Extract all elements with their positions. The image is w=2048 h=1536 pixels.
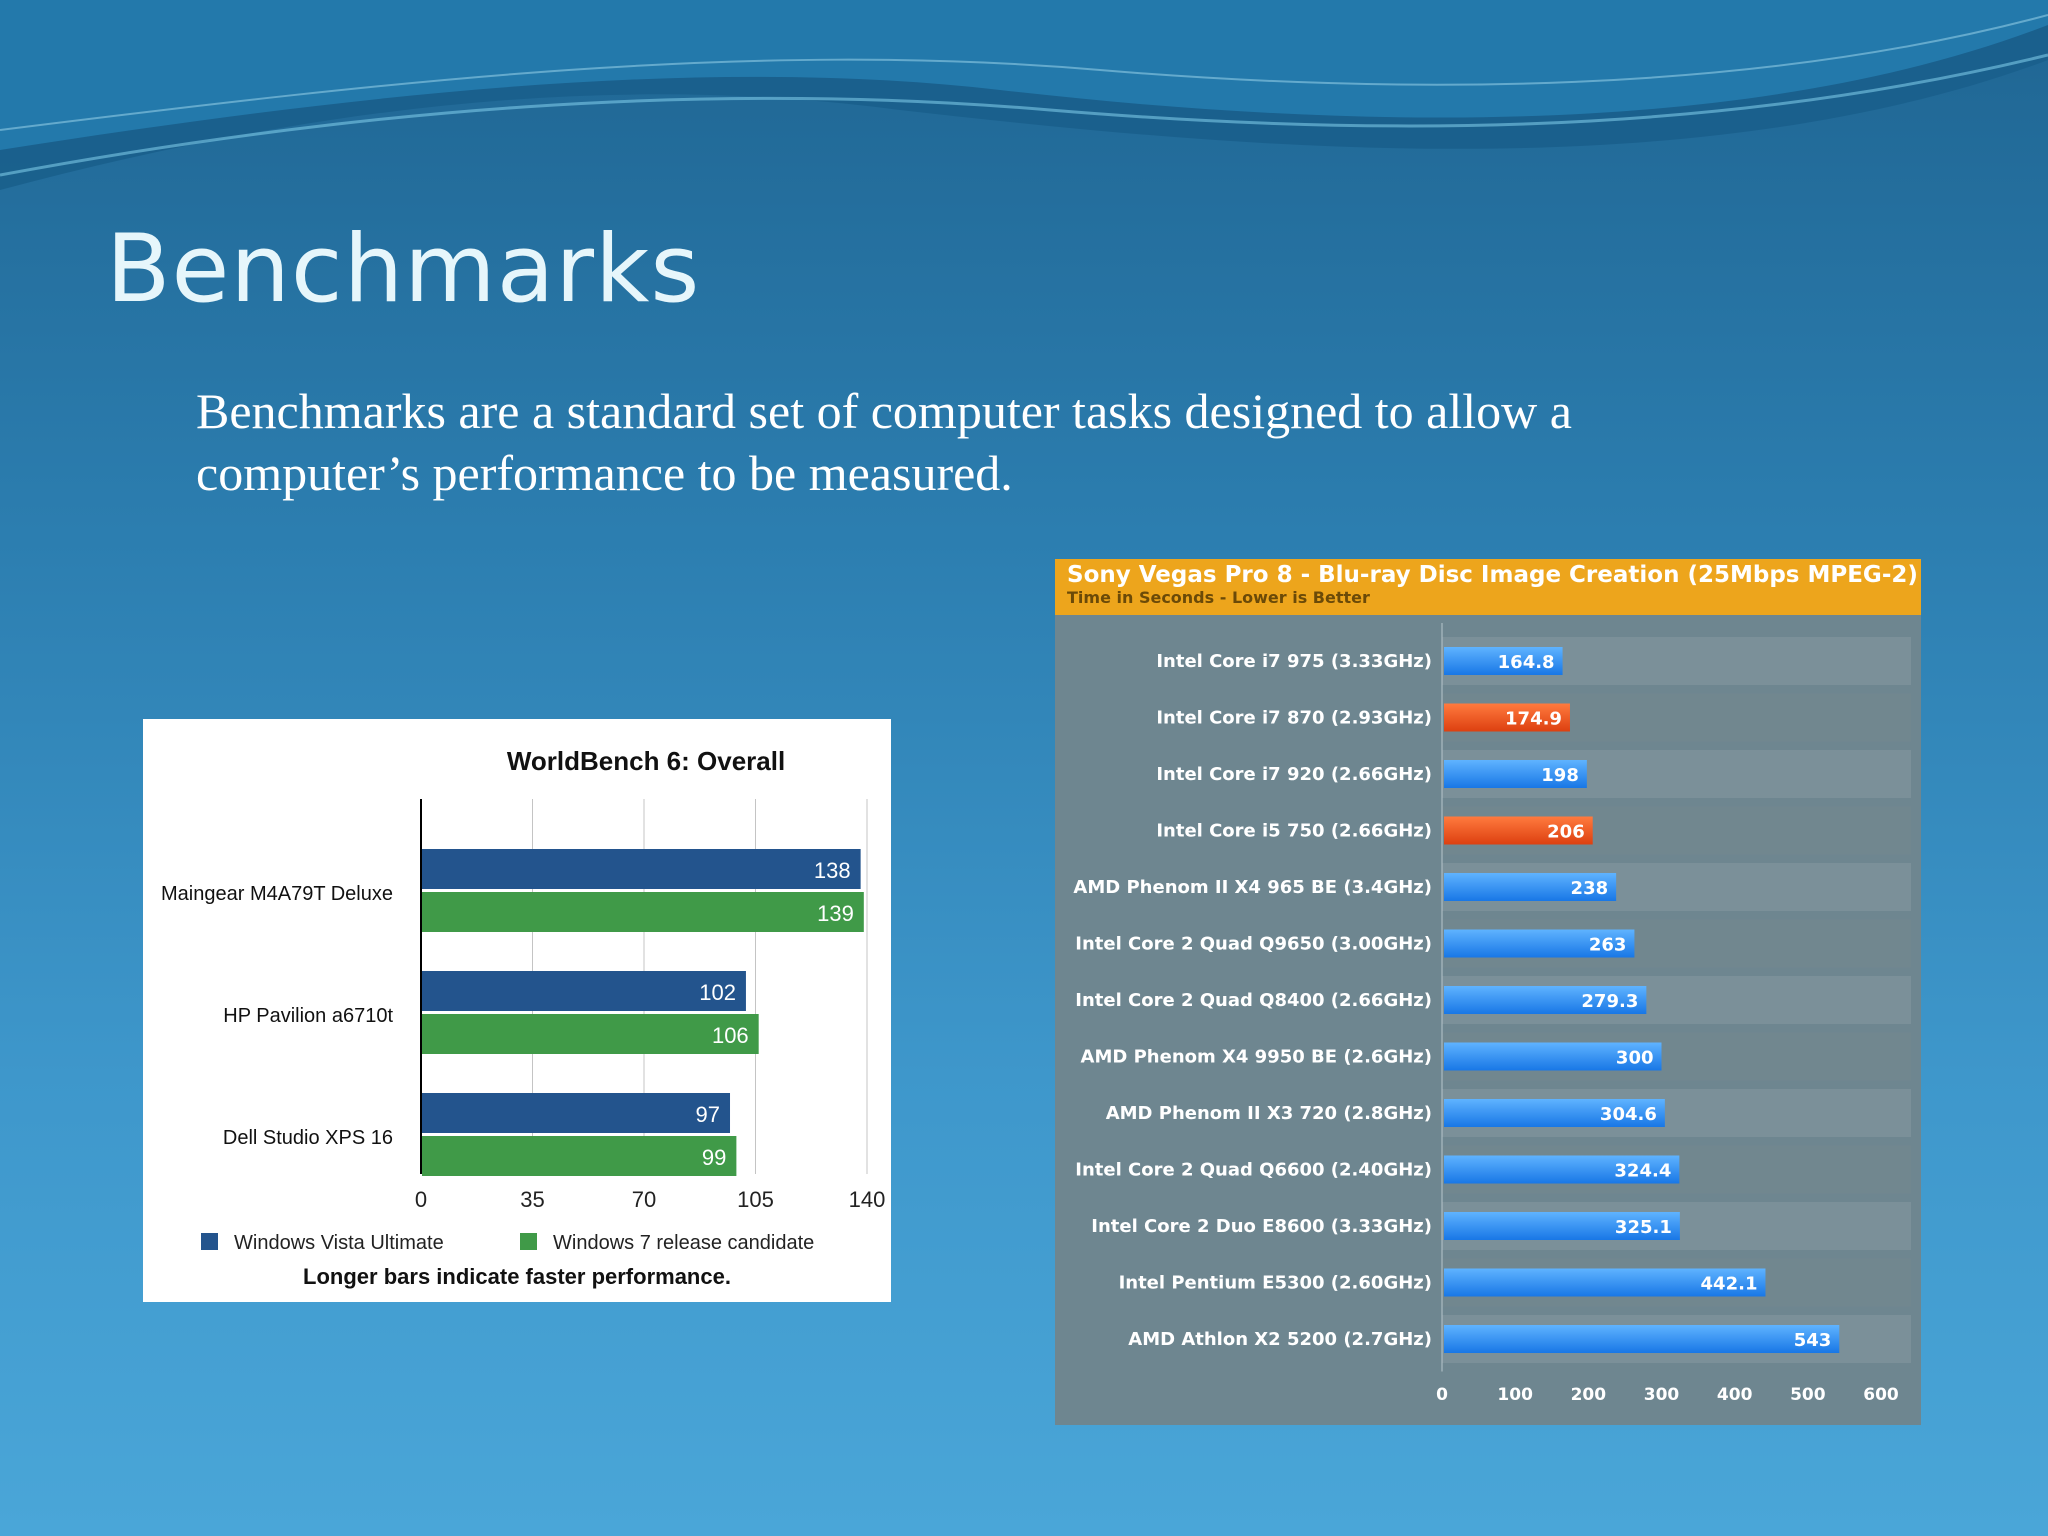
sony-vegas-bar-value-label: 206 — [1547, 822, 1585, 843]
sony-vegas-bar — [1444, 1155, 1680, 1184]
slide-body-text: Benchmarks are a standard set of compute… — [196, 383, 1572, 501]
sony-vegas-x-tick-label: 300 — [1644, 1385, 1680, 1405]
worldbench-x-tick-label: 35 — [520, 1187, 544, 1212]
sony-vegas-x-tick-label: 100 — [1497, 1385, 1533, 1405]
sony-vegas-category-label: AMD Phenom II X3 720 (2.8GHz) — [1106, 1103, 1432, 1124]
sony-vegas-category-label: Intel Core i7 975 (3.33GHz) — [1156, 651, 1432, 672]
sony-vegas-x-tick-label: 500 — [1790, 1385, 1826, 1405]
sony-vegas-category-label: Intel Pentium E5300 (2.60GHz) — [1119, 1273, 1432, 1294]
sony-vegas-bar-value-label: 174.9 — [1505, 709, 1562, 730]
worldbench-chart-title: WorldBench 6: Overall — [507, 746, 785, 776]
sony-vegas-bar — [1444, 1099, 1665, 1127]
sony-vegas-x-tick-label: 200 — [1571, 1385, 1607, 1405]
worldbench-bar — [422, 849, 861, 889]
sony-vegas-bar-value-label: 325.1 — [1615, 1217, 1672, 1238]
header-wave-decoration — [0, 0, 2048, 190]
sony-vegas-x-tick-label: 400 — [1717, 1385, 1753, 1405]
worldbench-chart: WorldBench 6: Overall 0 35 70 105 140 Maingear… — [143, 719, 891, 1302]
sony-vegas-bar — [1444, 1042, 1662, 1071]
worldbench-bar-value-label: 138 — [814, 858, 851, 883]
worldbench-bar — [422, 1136, 737, 1176]
worldbench-bar-value-label: 102 — [699, 980, 736, 1005]
sony-vegas-bar — [1444, 703, 1570, 732]
sony-vegas-bar-value-label: 279.3 — [1581, 991, 1638, 1012]
worldbench-bar — [422, 892, 864, 932]
worldbench-bar-value-label: 99 — [702, 1145, 726, 1170]
sony-vegas-bar-value-label: 543 — [1794, 1330, 1832, 1351]
sony-vegas-category-label: Intel Core i7 870 (2.93GHz) — [1156, 708, 1432, 729]
sony-vegas-x-tick-label: 0 — [1436, 1385, 1448, 1405]
sony-vegas-chart: Sony Vegas Pro 8 - Blu-ray Disc Image Cr… — [1055, 559, 1921, 1425]
sony-vegas-bar — [1444, 760, 1587, 788]
sony-vegas-chart-svg: Intel Core i7 975 (3.33GHz) 164.8 Intel Co… — [1073, 623, 1911, 1405]
sony-vegas-bar — [1444, 816, 1593, 845]
worldbench-x-tick-label: 140 — [849, 1187, 886, 1212]
sony-vegas-bar-value-label: 300 — [1616, 1048, 1654, 1069]
sony-vegas-bar — [1444, 1325, 1840, 1353]
sony-vegas-category-label: AMD Athlon X2 5200 (2.7GHz) — [1128, 1329, 1432, 1350]
sony-vegas-chart-header: Sony Vegas Pro 8 - Blu-ray Disc Image Cr… — [1055, 559, 1921, 615]
worldbench-bar-value-label: 139 — [817, 901, 854, 926]
sony-vegas-x-tick-label: 600 — [1863, 1385, 1899, 1405]
sony-vegas-bar-value-label: 263 — [1589, 935, 1627, 956]
sony-vegas-category-label: Intel Core i7 920 (2.66GHz) — [1156, 764, 1432, 785]
worldbench-category-label: HP Pavilion a6710t — [223, 1005, 393, 1027]
sony-vegas-bar — [1444, 873, 1617, 901]
worldbench-legend-label: Windows 7 release candidate — [553, 1232, 814, 1254]
sony-vegas-bar-value-label: 304.6 — [1600, 1104, 1657, 1125]
sony-vegas-bar-value-label: 164.8 — [1498, 652, 1555, 673]
sony-vegas-category-label: Intel Core 2 Quad Q6600 (2.40GHz) — [1075, 1160, 1432, 1181]
worldbench-x-tick-label: 70 — [632, 1187, 656, 1212]
worldbench-bar-value-label: 97 — [696, 1102, 720, 1127]
sony-vegas-chart-title: Sony Vegas Pro 8 - Blu-ray Disc Image Cr… — [1067, 562, 1918, 588]
sony-vegas-bar-value-label: 442.1 — [1701, 1274, 1758, 1295]
worldbench-bar-value-label: 106 — [712, 1023, 749, 1048]
sony-vegas-category-label: Intel Core 2 Quad Q8400 (2.66GHz) — [1075, 990, 1432, 1011]
worldbench-legend-swatch — [520, 1233, 537, 1250]
worldbench-chart-caption: Longer bars indicate faster performance. — [303, 1264, 731, 1289]
sony-vegas-category-label: Intel Core i5 750 (2.66GHz) — [1156, 821, 1432, 842]
worldbench-bar — [422, 1093, 731, 1133]
slide-title: Benchmarks — [106, 215, 701, 324]
worldbench-x-tick-label: 105 — [737, 1187, 774, 1212]
sony-vegas-bar-value-label: 238 — [1571, 878, 1609, 899]
sony-vegas-bar — [1444, 1212, 1680, 1240]
worldbench-category-label: Dell Studio XPS 16 — [223, 1127, 393, 1149]
sony-vegas-category-label: AMD Phenom II X4 965 BE (3.4GHz) — [1073, 877, 1432, 898]
worldbench-bar — [422, 971, 746, 1011]
sony-vegas-bar — [1444, 1268, 1766, 1297]
sony-vegas-bar — [1444, 929, 1635, 958]
sony-vegas-category-label: Intel Core 2 Quad Q9650 (3.00GHz) — [1075, 934, 1432, 955]
sony-vegas-bar-value-label: 198 — [1541, 765, 1579, 786]
worldbench-x-tick-label: 0 — [415, 1187, 427, 1212]
worldbench-category-label: Maingear M4A79T Deluxe — [161, 883, 393, 905]
worldbench-chart-svg: WorldBench 6: Overall 0 35 70 105 140 Maingear… — [161, 746, 886, 1289]
sony-vegas-chart-subtitle: Time in Seconds - Lower is Better — [1067, 588, 1370, 607]
worldbench-legend-swatch — [201, 1233, 218, 1250]
sony-vegas-category-label: Intel Core 2 Duo E8600 (3.33GHz) — [1091, 1216, 1432, 1237]
sony-vegas-bar-value-label: 324.4 — [1614, 1161, 1671, 1182]
worldbench-bar — [422, 1014, 759, 1054]
sony-vegas-bar — [1444, 986, 1647, 1014]
sony-vegas-bar — [1444, 647, 1563, 675]
worldbench-legend-label: Windows Vista Ultimate — [234, 1232, 444, 1254]
sony-vegas-category-label: AMD Phenom X4 9950 BE (2.6GHz) — [1081, 1047, 1432, 1068]
